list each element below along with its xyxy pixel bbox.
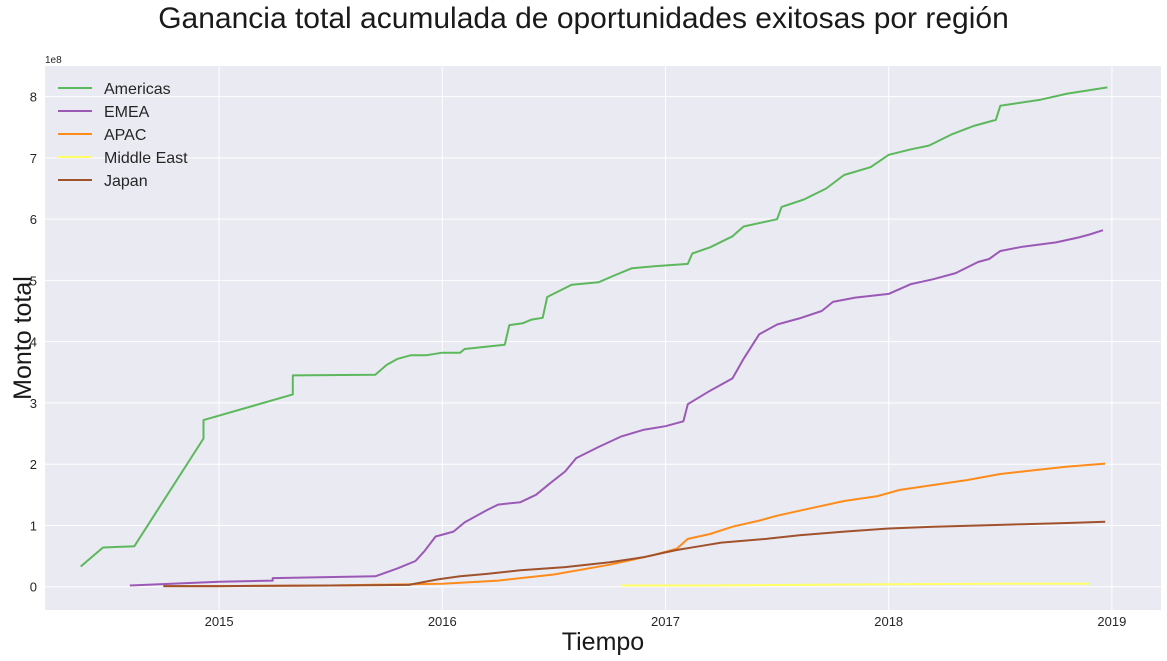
x-tick-label: 2016 (428, 614, 457, 629)
x-tick-label: 2018 (874, 614, 903, 629)
y-tick-label: 2 (30, 457, 37, 472)
series-line-middle-east (620, 582, 1090, 587)
plot-background (45, 66, 1161, 610)
y-tick-label: 4 (30, 335, 37, 350)
y-tick-label: 7 (30, 151, 37, 166)
legend-label-emea: EMEA (104, 104, 150, 121)
grid (45, 66, 1161, 610)
x-tick-label: 2015 (205, 614, 234, 629)
x-tick-label: 2019 (1097, 614, 1126, 629)
x-tick-label: 2017 (651, 614, 680, 629)
y-tick-label: 3 (30, 396, 37, 411)
tick-labels: 0 1 2 3 4 5 6 7 8 2015 2016 2017 2018 2019 (30, 90, 1127, 629)
series-line-americas (80, 86, 1108, 568)
legend-label-americas: Americas (104, 81, 171, 98)
chart-title: Ganancia total acumulada de oportunidade… (158, 2, 1009, 35)
y-tick-label: 0 (30, 580, 37, 595)
series-layer (80, 86, 1108, 588)
y-tick-label: 1 (30, 518, 37, 533)
legend: Americas EMEA APAC Middle East Japan (58, 81, 188, 190)
legend-label-middle-east: Middle East (104, 150, 188, 167)
x-axis-label: Tiempo (562, 628, 644, 656)
series-line-apac (163, 462, 1106, 588)
y-axis-multiplier: 1e8 (45, 55, 62, 66)
y-tick-label: 8 (30, 90, 37, 105)
y-tick-label: 5 (30, 273, 37, 288)
series-line-japan (163, 520, 1106, 588)
legend-label-japan: Japan (104, 173, 148, 190)
legend-label-apac: APAC (104, 127, 146, 144)
series-line-emea (129, 229, 1104, 587)
y-tick-label: 6 (30, 212, 37, 227)
y-axis-label: Monto total (9, 276, 37, 400)
